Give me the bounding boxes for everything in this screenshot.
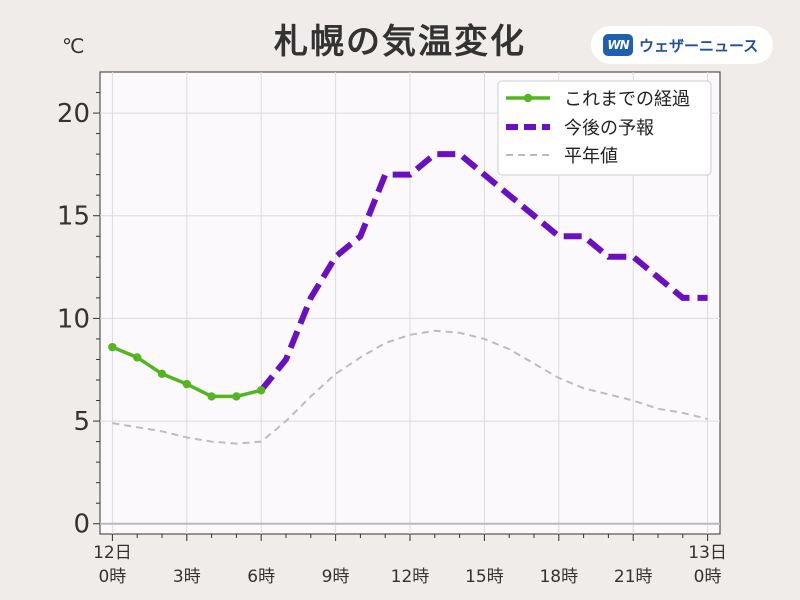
observed-point	[207, 392, 216, 401]
y-tick-label: 10	[57, 304, 90, 334]
y-tick-label: 20	[57, 99, 90, 129]
y-tick-label: 5	[73, 407, 90, 437]
series-line-forecast	[258, 151, 708, 393]
legend-label: これまでの経過	[564, 89, 690, 110]
brand-name: ウェザーニュース	[639, 36, 759, 55]
brand-logo: WN ウェザーニュース	[591, 26, 773, 64]
legend-label: 今後の予報	[564, 118, 654, 139]
x-tick-hour-label: 6時	[247, 567, 275, 587]
axes: 0 5 10 15 20 12日 0時 3時 6時 9時 12時 15時 18時 21時 13日 0時	[57, 92, 727, 587]
observed-point	[257, 386, 266, 395]
chart-title: 札幌の気温変化	[274, 22, 526, 62]
legend-marker-observed	[523, 93, 533, 103]
observed-point	[232, 392, 241, 401]
x-tick-hour-label: 0時	[694, 567, 722, 587]
x-tick-hour-label: 18時	[539, 567, 578, 587]
x-tick-hour-label: 15時	[465, 567, 504, 587]
observed-point	[157, 369, 167, 379]
observed-point	[133, 353, 142, 362]
y-tick-label: 15	[57, 202, 90, 232]
observed-point	[108, 342, 117, 352]
series-line-normal	[112, 329, 708, 445]
x-tick-hour-label: 0時	[98, 567, 126, 587]
x-tick-hour-label: 9時	[322, 567, 350, 587]
y-tick-label: 0	[73, 510, 90, 540]
x-tick-date-label: 13日	[688, 543, 727, 563]
x-tick-hour-label: 3時	[173, 567, 201, 587]
y-axis-unit: ℃	[62, 34, 85, 58]
series-layer	[108, 151, 708, 445]
brand-mark-icon: WN	[603, 34, 633, 56]
legend-box	[497, 80, 712, 176]
grid-lines	[100, 72, 720, 534]
legend-label: 平年値	[564, 146, 618, 167]
x-tick-date-label: 12日	[93, 543, 132, 563]
x-tick-hour-label: 12時	[391, 567, 430, 587]
x-tick-hour-label: 21時	[614, 567, 653, 587]
observed-point	[182, 379, 191, 389]
